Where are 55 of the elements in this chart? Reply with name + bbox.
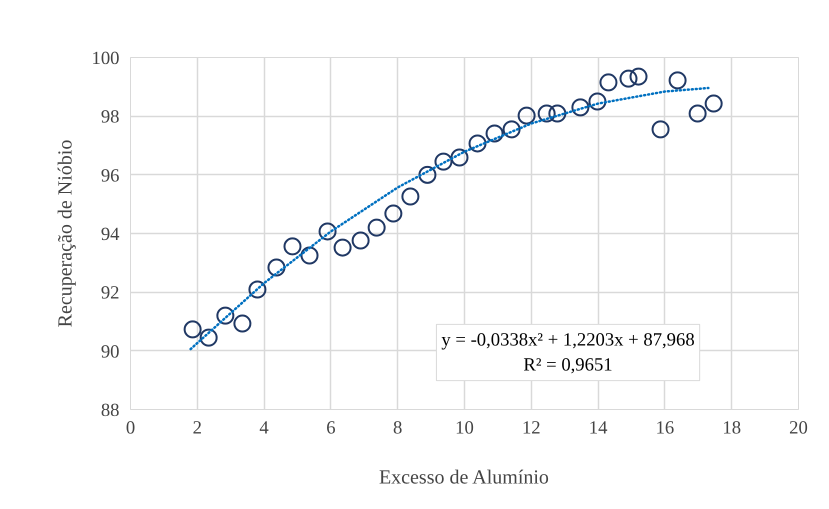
point (352, 232, 370, 250)
point (468, 134, 487, 152)
point (486, 124, 504, 142)
point (184, 320, 202, 338)
point (283, 237, 302, 256)
point (538, 104, 556, 123)
y-tick-label: 90 (100, 341, 120, 362)
point (652, 120, 670, 138)
point (588, 92, 606, 110)
x-tick-label: 10 (455, 418, 474, 438)
point (518, 106, 536, 125)
point (216, 306, 234, 325)
point (384, 204, 402, 223)
point (368, 218, 386, 237)
y-tick-label: 100 (92, 48, 120, 69)
point (704, 94, 723, 113)
y-tick-label: 88 (100, 400, 120, 421)
point (318, 222, 337, 240)
point (668, 71, 687, 90)
point (571, 98, 590, 116)
y-tick-label: 98 (100, 106, 120, 128)
point (630, 68, 648, 86)
x-tick-label: 6 (326, 418, 336, 438)
x-tick-label: 0 (126, 418, 136, 438)
x-tick-label: 8 (393, 418, 402, 438)
point (200, 328, 218, 347)
point (619, 70, 638, 88)
point (267, 258, 286, 277)
point (548, 104, 566, 123)
point (450, 148, 468, 167)
point (248, 280, 266, 299)
x-axis-title: Excesso de Alumínio (378, 466, 549, 488)
annotation: R² = 0,9651 (523, 354, 613, 376)
point (502, 120, 521, 138)
y-tick-label: 94 (100, 224, 120, 245)
x-tick-label: 20 (789, 418, 808, 438)
x-tick-label: 4 (259, 418, 270, 438)
point (233, 314, 252, 333)
line-series (189, 86, 710, 350)
y-tick-label: 96 (100, 165, 120, 186)
point (599, 73, 618, 92)
point (688, 104, 707, 123)
point (418, 166, 436, 184)
x-tick-label: 14 (588, 418, 608, 438)
y-axis-title: Recuperação de Nióbio (54, 140, 77, 328)
x-tick-label: 18 (722, 418, 742, 438)
point (401, 188, 420, 206)
point (434, 152, 452, 171)
y-tick-label: 92 (100, 282, 120, 304)
annotation: y = -0,0338x² + 1,2203x + 87,968 (441, 329, 695, 350)
x-tick-label: 16 (656, 418, 674, 438)
x-tick-label: 12 (522, 418, 541, 438)
point (300, 246, 319, 264)
point (334, 238, 352, 257)
x-tick-label: 2 (192, 418, 202, 438)
